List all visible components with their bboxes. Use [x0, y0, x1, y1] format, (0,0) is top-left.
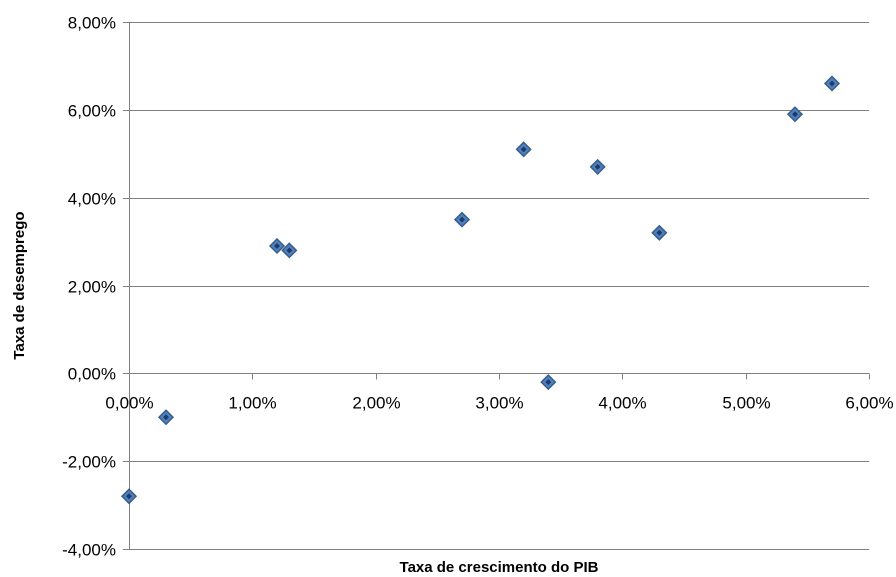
data-point: [515, 141, 532, 158]
data-point: [157, 409, 175, 426]
y-tick-label: -4,00%: [62, 541, 116, 560]
diamond-marker-core: [545, 379, 552, 386]
diamond-marker-core: [286, 247, 293, 254]
data-point: [120, 488, 138, 505]
y-tick-label: 6,00%: [68, 102, 116, 121]
diamond-marker-core: [792, 111, 798, 118]
x-axis-title: Taxa de crescimento do PIB: [400, 559, 599, 576]
x-tick-labels: 0,00% 1,00% 2,00% 3,00% 4,00% 5,00% 6,00%: [105, 394, 893, 413]
diamond-marker-core: [274, 242, 280, 249]
data-point: [651, 224, 668, 241]
y-tick-label: 4,00%: [68, 190, 116, 209]
x-tick-label: 6,00%: [845, 394, 893, 413]
grid-lines: [123, 22, 870, 550]
y-tick-label: 0,00%: [68, 365, 116, 384]
y-tick-label: 8,00%: [68, 14, 116, 33]
y-tick-labels: -4,00% -2,00% 0,00% 2,00% 4,00% 6,00% 8,00%: [62, 14, 116, 560]
x-tick-label: 1,00%: [228, 394, 276, 413]
data-point: [540, 374, 557, 391]
diamond-marker-core: [126, 493, 132, 500]
y-tick-label: 2,00%: [68, 278, 116, 297]
x-tick-label: 5,00%: [722, 394, 770, 413]
x-tick-label: 4,00%: [598, 394, 646, 413]
x-tick-label: 3,00%: [475, 394, 523, 413]
data-point: [281, 242, 298, 259]
data-point: [453, 211, 471, 228]
data-points: [120, 75, 841, 505]
diamond-marker-core: [656, 229, 663, 236]
data-point: [786, 106, 804, 123]
y-tick-label: -2,00%: [62, 453, 116, 472]
diamond-marker-core: [829, 80, 835, 87]
data-point: [268, 237, 286, 255]
diamond-marker-core: [594, 163, 601, 170]
data-point: [823, 75, 841, 92]
diamond-marker-core: [163, 414, 169, 421]
x-tick-label: 2,00%: [352, 394, 400, 413]
diamond-marker-core: [459, 216, 465, 223]
y-axis-title: Taxa de desemprego: [11, 211, 28, 359]
diamond-marker-core: [520, 146, 527, 153]
x-tick-label: 0,00%: [105, 394, 153, 413]
data-point: [589, 158, 606, 175]
